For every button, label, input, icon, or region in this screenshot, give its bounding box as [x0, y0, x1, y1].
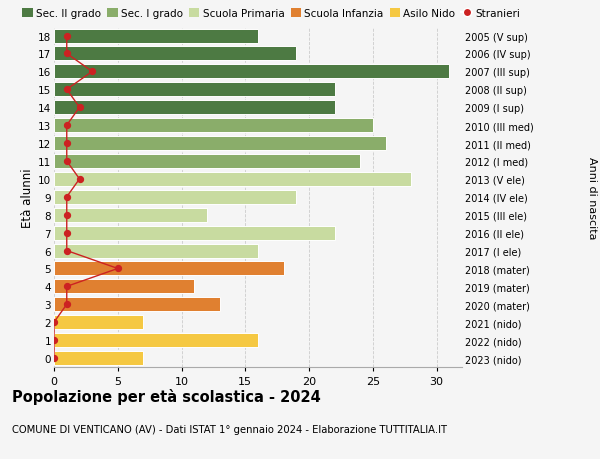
Point: [62, 247, 71, 255]
Bar: [54, 333, 258, 347]
Point: [49, 319, 59, 326]
Point: [49, 337, 59, 344]
Bar: [54, 47, 296, 62]
Bar: [54, 315, 143, 330]
Point: [88, 68, 97, 76]
Bar: [54, 280, 194, 294]
Point: [62, 212, 71, 219]
Bar: [54, 83, 335, 97]
Bar: [54, 297, 220, 312]
Point: [49, 355, 59, 362]
Bar: [54, 262, 284, 276]
Text: Popolazione per età scolastica - 2024: Popolazione per età scolastica - 2024: [12, 388, 321, 404]
Bar: [54, 244, 258, 258]
Bar: [54, 137, 386, 151]
Point: [62, 86, 71, 94]
Point: [113, 265, 122, 273]
Y-axis label: Età alunni: Età alunni: [21, 168, 34, 227]
Point: [62, 50, 71, 58]
Bar: [54, 190, 296, 204]
Legend: Sec. II grado, Sec. I grado, Scuola Primaria, Scuola Infanzia, Asilo Nido, Stran: Sec. II grado, Sec. I grado, Scuola Prim…: [22, 9, 520, 19]
Point: [62, 230, 71, 237]
Point: [62, 140, 71, 147]
Bar: [54, 101, 335, 115]
Point: [62, 33, 71, 40]
Point: [62, 194, 71, 201]
Bar: [54, 65, 449, 79]
Point: [74, 176, 84, 183]
Point: [62, 283, 71, 291]
Point: [62, 158, 71, 165]
Point: [62, 122, 71, 129]
Bar: [54, 351, 143, 365]
Text: Anni di nascita: Anni di nascita: [587, 156, 597, 239]
Bar: [54, 119, 373, 133]
Bar: [54, 226, 335, 240]
Bar: [54, 155, 360, 168]
Text: COMUNE DI VENTICANO (AV) - Dati ISTAT 1° gennaio 2024 - Elaborazione TUTTITALIA.: COMUNE DI VENTICANO (AV) - Dati ISTAT 1°…: [12, 425, 447, 435]
Bar: [54, 208, 207, 222]
Bar: [54, 29, 258, 44]
Point: [62, 301, 71, 308]
Point: [74, 104, 84, 112]
Bar: [54, 173, 411, 186]
